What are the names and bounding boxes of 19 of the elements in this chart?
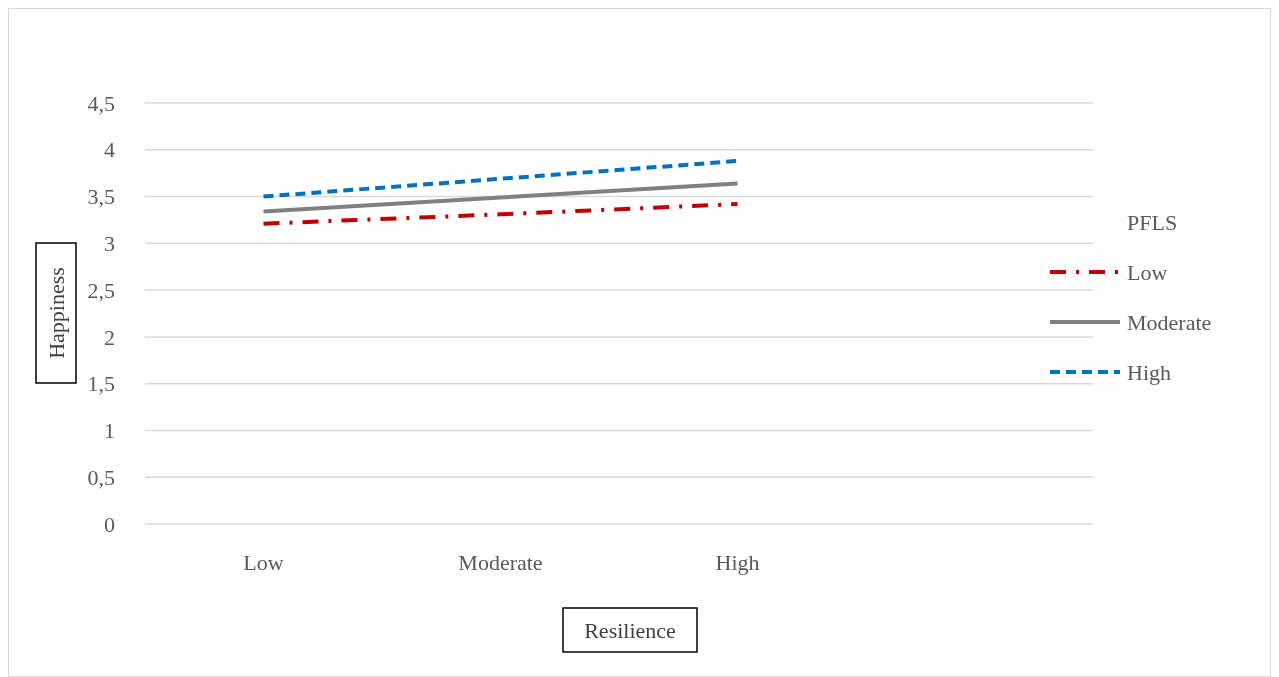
y-tick-label: 1,5 (87, 371, 115, 397)
y-tick-label: 4 (104, 137, 115, 163)
y-tick-label: 3 (104, 231, 115, 257)
y-tick-label: 2 (104, 324, 115, 350)
y-tick-label: 0,5 (87, 464, 115, 490)
legend-label: Low (1127, 259, 1168, 285)
y-axis-title: Happiness (43, 267, 69, 359)
y-tick-label: 2,5 (87, 277, 115, 303)
y-tick-label: 0 (104, 511, 115, 537)
x-tick-label: High (715, 550, 760, 575)
y-tick-label: 1 (104, 418, 115, 444)
legend-label: Moderate (1127, 309, 1212, 335)
x-tick-label: Moderate (458, 550, 543, 575)
x-tick-label: Low (243, 550, 284, 575)
legend-title: PFLS (1127, 209, 1178, 235)
y-tick-label: 3,5 (87, 184, 115, 210)
legend-label: High (1127, 359, 1171, 385)
x-axis-title: Resilience (584, 617, 676, 643)
y-tick-label: 4,5 (87, 90, 115, 116)
